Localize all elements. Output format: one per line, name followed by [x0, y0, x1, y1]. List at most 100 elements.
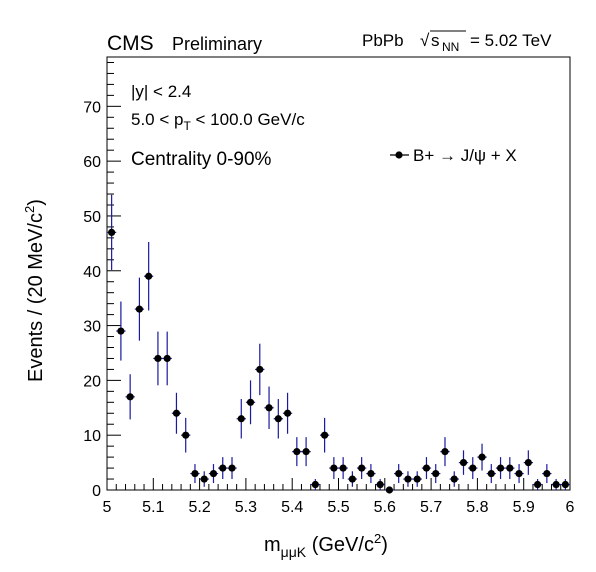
data-point: [144, 242, 154, 311]
collision-label: PbPb: [362, 31, 404, 50]
data-point: [208, 464, 219, 484]
data-point: [421, 457, 432, 480]
data-point: [319, 417, 330, 453]
legend-marker: [395, 151, 403, 159]
data-marker: [237, 415, 245, 423]
data-marker: [395, 469, 403, 478]
data-marker: [478, 453, 486, 461]
data-marker: [404, 475, 412, 483]
data-marker: [487, 469, 495, 478]
pt-cut-sub: T: [183, 119, 191, 133]
legend-label: B+ → J/ψ + X: [413, 146, 517, 165]
data-point: [384, 486, 395, 494]
data-marker: [552, 480, 560, 489]
x-axis: 5 5.1 5.2 5.3 5.4 5.5 5.6 5.7 5.8 5.9 6: [103, 478, 575, 516]
data-marker: [172, 409, 181, 417]
status-label: Preliminary: [172, 34, 262, 54]
data-marker: [543, 469, 551, 478]
data-point: [310, 479, 320, 490]
experiment-label: CMS: [107, 32, 154, 55]
y-axis: 0 10 20 30 40 50 60 70: [83, 61, 121, 500]
energy-value: = 5.02 TeV: [470, 31, 552, 50]
data-point: [486, 464, 496, 484]
data-point: [282, 392, 293, 434]
data-marker: [274, 415, 282, 423]
data-marker: [432, 469, 440, 478]
data-marker: [506, 464, 514, 472]
y-tick-label: 50: [83, 209, 101, 226]
data-marker: [228, 464, 236, 472]
data-marker: [450, 475, 458, 483]
energy-subscript: NN: [442, 40, 459, 54]
data-point: [134, 277, 145, 341]
data-marker: [459, 458, 468, 467]
data-point: [218, 457, 228, 480]
data-point: [162, 331, 172, 386]
data-point: [227, 457, 237, 480]
data-point: [523, 450, 533, 475]
data-point: [116, 301, 126, 361]
data-point: [301, 437, 311, 467]
legend: B+ → J/ψ + X: [390, 146, 517, 165]
y-axis-title: Events / (20 MeV/c2): [22, 199, 47, 382]
data-marker: [561, 480, 569, 489]
data-marker: [367, 469, 375, 478]
data-point: [171, 392, 182, 434]
data-marker: [496, 464, 505, 472]
data-point: [477, 443, 487, 471]
data-marker: [385, 486, 394, 494]
data-marker: [265, 404, 273, 412]
data-marker: [348, 475, 356, 483]
data-point: [125, 374, 135, 420]
data-marker: [330, 464, 338, 472]
data-marker: [108, 228, 116, 236]
data-point: [181, 417, 191, 453]
data-point: [357, 457, 367, 480]
data-marker: [246, 398, 255, 406]
data-point: [468, 457, 478, 480]
centrality-label: Centrality 0-90%: [131, 149, 272, 170]
data-marker: [209, 469, 218, 478]
sqrt-symbol: √: [420, 31, 430, 50]
y-tick-label: 30: [83, 319, 101, 336]
data-point: [190, 464, 200, 484]
data-point: [153, 331, 163, 386]
data-marker: [182, 431, 190, 439]
data-point: [551, 479, 561, 490]
pt-cut-prefix-text: 5.0 < p: [131, 110, 183, 129]
data-marker: [376, 480, 384, 489]
y-tick-label: 70: [83, 99, 101, 116]
pt-cut-prefix: 5.0 < pT < 100.0 GeV/c: [131, 110, 305, 133]
data-marker: [311, 480, 319, 489]
x-tick-label: 5.6: [374, 499, 396, 516]
data-marker: [321, 431, 329, 439]
x-tick-label: 5.9: [513, 499, 535, 516]
x-tick-label: 5.3: [235, 499, 257, 516]
pt-cut-suffix: < 100.0 GeV/c: [191, 110, 305, 129]
data-point: [505, 457, 515, 480]
data-marker: [339, 464, 347, 472]
x-tick-label: 5.1: [142, 499, 164, 516]
data-marker: [413, 475, 421, 483]
data-marker: [200, 475, 208, 483]
data-point: [532, 479, 543, 490]
data-point: [458, 450, 469, 475]
data-marker: [191, 469, 199, 478]
energy-variable: s: [431, 31, 440, 50]
x-tick-label: 5.4: [281, 499, 303, 516]
data-point: [329, 457, 339, 480]
data-point: [375, 479, 385, 490]
x-tick-label: 5.8: [466, 499, 488, 516]
x-tick-label: 5.5: [327, 499, 349, 516]
data-marker: [515, 469, 523, 478]
data-point: [412, 471, 422, 487]
data-marker: [422, 464, 431, 472]
data-marker: [145, 272, 153, 280]
data-marker: [533, 480, 542, 489]
data-point: [236, 398, 246, 439]
data-point: [542, 464, 552, 484]
data-marker: [358, 464, 366, 472]
data-marker: [219, 464, 227, 472]
x-tick-label: 6: [566, 499, 575, 516]
